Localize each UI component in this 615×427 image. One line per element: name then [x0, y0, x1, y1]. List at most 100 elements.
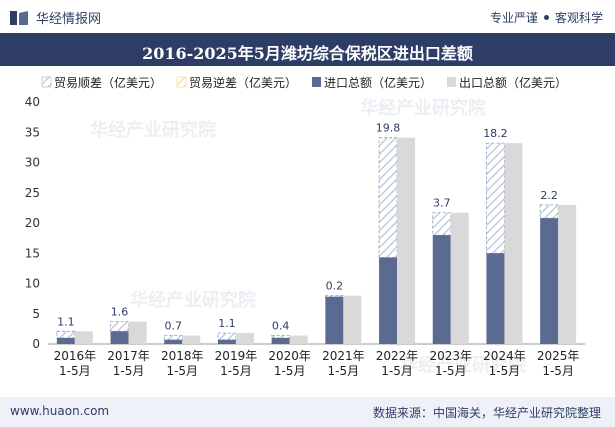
balance-label: 3.7: [433, 197, 451, 210]
export-bar: [128, 321, 147, 344]
x-tick-label-year: 2023年: [429, 349, 472, 363]
export-bar: [397, 137, 416, 344]
balance-label: 19.8: [376, 122, 401, 135]
import-bar: [164, 339, 183, 344]
surplus-bar: [271, 335, 291, 339]
export-bar: [504, 143, 523, 344]
balance-label: 0.4: [272, 320, 290, 333]
balance-label: 1.6: [111, 306, 129, 319]
import-bar: [379, 257, 398, 344]
brand-name: 华经情报网: [36, 12, 102, 27]
x-tick-label-year: 2016年: [54, 349, 97, 363]
x-tick-label-year: 2024年: [483, 349, 526, 363]
x-tick-label-period: 1-5月: [113, 364, 145, 378]
balance-label: 0.7: [165, 320, 183, 333]
x-tick-label-period: 1-5月: [274, 364, 306, 378]
y-tick-label: 20: [25, 216, 40, 230]
export-bar: [289, 335, 308, 344]
brand-logo-icon: [10, 10, 28, 25]
data-labels: 1.12016年1-5月1.62017年1-5月0.72018年1-5月1.12…: [54, 122, 580, 378]
top-bar: 华经情报网 专业严谨 客观科学: [0, 0, 615, 34]
balance-label: 1.1: [57, 315, 75, 328]
axes: 0 5 10 15 20 25 30 35 40: [25, 95, 585, 351]
surplus-bar: [217, 332, 237, 341]
x-tick-label-year: 2019年: [215, 349, 258, 363]
balance-label: 18.2: [483, 127, 508, 140]
legend-label-deficit: 贸易逆差（亿美元）: [189, 75, 297, 90]
motto-separator-icon: [543, 15, 549, 20]
watermark-3: 华经产业研究院: [130, 289, 256, 311]
export-bar: [182, 335, 201, 344]
legend-swatch-export: [447, 77, 456, 87]
y-tick-label: 15: [25, 246, 40, 260]
import-bar: [486, 253, 505, 344]
x-tick-label-period: 1-5月: [328, 364, 360, 378]
watermark-1: 华经产业研究院: [90, 119, 216, 141]
brand[interactable]: 华经情报网: [8, 8, 101, 27]
surplus-bar: [110, 321, 129, 332]
watermarks: 华经产业研究院 华经产业研究院 华经产业研究院 华经产业研究院: [90, 97, 526, 376]
surplus-bar: [163, 335, 183, 341]
x-tick-label-year: 2020年: [268, 349, 311, 363]
import-bar: [217, 339, 236, 344]
x-tick-label-period: 1-5月: [166, 364, 198, 378]
bars: [56, 137, 577, 344]
x-tick-label-period: 1-5月: [220, 364, 252, 378]
y-tick-label: 25: [25, 186, 40, 200]
export-bar: [343, 295, 362, 344]
legend: 贸易顺差（亿美元） 贸易逆差（亿美元） 进口总额（亿美元） 出口总额（亿美元）: [41, 75, 567, 90]
x-tick-label-year: 2025年: [537, 349, 580, 363]
footer: www.huaon.com 数据来源：中国海关，华经产业研究院整理: [0, 397, 615, 427]
x-tick-label-period: 1-5月: [435, 364, 467, 378]
y-tick-label: 40: [25, 95, 40, 109]
y-tick-label: 0: [32, 337, 40, 351]
surplus-bar: [378, 137, 398, 258]
y-tick-label: 10: [25, 277, 40, 291]
y-tick-label: 30: [25, 156, 40, 170]
x-tick-label-year: 2017年: [107, 349, 150, 363]
balance-label: 0.2: [326, 280, 344, 293]
surplus-bar: [324, 295, 344, 298]
motto-left: 专业严谨: [489, 11, 538, 25]
export-bar: [558, 204, 577, 344]
y-tick-label: 35: [25, 125, 40, 139]
x-tick-label-year: 2021年: [322, 349, 365, 363]
surplus-bar: [56, 330, 76, 339]
legend-label-import: 进口总额（亿美元）: [324, 75, 432, 90]
x-tick-label-period: 1-5月: [381, 364, 413, 378]
data-source: 数据来源：中国海关，华经产业研究院整理: [372, 406, 601, 420]
import-bar: [540, 218, 559, 344]
balance-label: 1.1: [218, 317, 236, 330]
x-tick-label-period: 1-5月: [59, 364, 91, 378]
x-tick-label-period: 1-5月: [489, 364, 521, 378]
legend-swatch-import: [312, 77, 321, 87]
chart-title: 2016-2025年5月潍坊综合保税区进出口差额: [142, 44, 473, 63]
legend-swatch-deficit: [176, 76, 187, 88]
import-bar: [325, 296, 344, 344]
x-tick-label-year: 2022年: [376, 349, 419, 363]
motto-right: 客观科学: [554, 11, 603, 25]
import-bar: [56, 337, 75, 344]
website-link[interactable]: www.huaon.com: [10, 404, 110, 418]
watermark-2: 华经产业研究院: [360, 97, 486, 119]
legend-label-surplus: 贸易顺差（亿美元）: [54, 75, 162, 90]
surplus-bar: [432, 212, 452, 236]
import-bar: [110, 331, 129, 344]
balance-label: 2.2: [540, 189, 558, 202]
import-bar: [271, 337, 290, 344]
x-tick-label-period: 1-5月: [542, 364, 574, 378]
watermark-4: 华经产业研究院: [400, 354, 526, 376]
y-tick-label: 5: [32, 307, 40, 321]
surplus-bar: [539, 204, 559, 219]
export-bar: [450, 212, 469, 344]
legend-swatch-surplus: [41, 76, 52, 88]
legend-label-export: 出口总额（亿美元）: [459, 75, 567, 90]
chart: 华经产业研究院 华经产业研究院 华经产业研究院 华经产业研究院 贸易顺差（亿美元…: [25, 75, 585, 378]
x-tick-label-year: 2018年: [161, 349, 204, 363]
export-bar: [235, 333, 254, 344]
surplus-bar: [486, 142, 505, 254]
import-bar: [432, 235, 451, 344]
title-bar: 2016-2025年5月潍坊综合保税区进出口差额: [0, 33, 615, 66]
export-bar: [74, 331, 93, 344]
motto: 专业严谨 客观科学: [490, 9, 603, 26]
